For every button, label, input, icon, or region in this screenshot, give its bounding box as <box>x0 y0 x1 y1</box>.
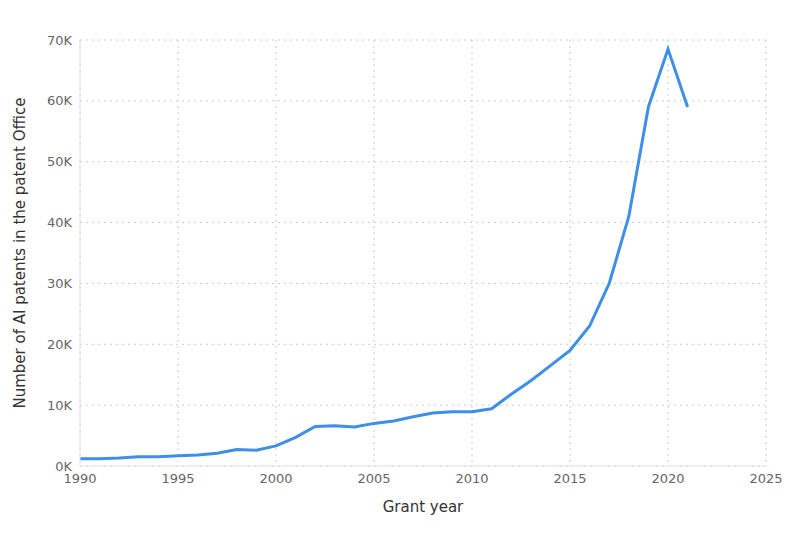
svg-text:2010: 2010 <box>455 471 488 486</box>
svg-text:Number of AI patents in the pa: Number of AI patents in the patent Offic… <box>11 97 29 408</box>
svg-text:2005: 2005 <box>357 471 390 486</box>
svg-text:50K: 50K <box>47 154 73 169</box>
svg-text:2015: 2015 <box>553 471 586 486</box>
svg-text:60K: 60K <box>47 93 73 108</box>
svg-text:10K: 10K <box>47 398 73 413</box>
svg-text:2025: 2025 <box>749 471 782 486</box>
svg-text:40K: 40K <box>47 215 73 230</box>
svg-text:1995: 1995 <box>161 471 194 486</box>
svg-text:30K: 30K <box>47 276 73 291</box>
svg-text:20K: 20K <box>47 337 73 352</box>
svg-text:2020: 2020 <box>651 471 684 486</box>
svg-text:2000: 2000 <box>259 471 292 486</box>
svg-text:Grant year: Grant year <box>383 498 464 516</box>
svg-text:1990: 1990 <box>63 471 97 487</box>
svg-text:70K: 70K <box>47 33 73 48</box>
svg-text:0K: 0K <box>55 459 72 474</box>
